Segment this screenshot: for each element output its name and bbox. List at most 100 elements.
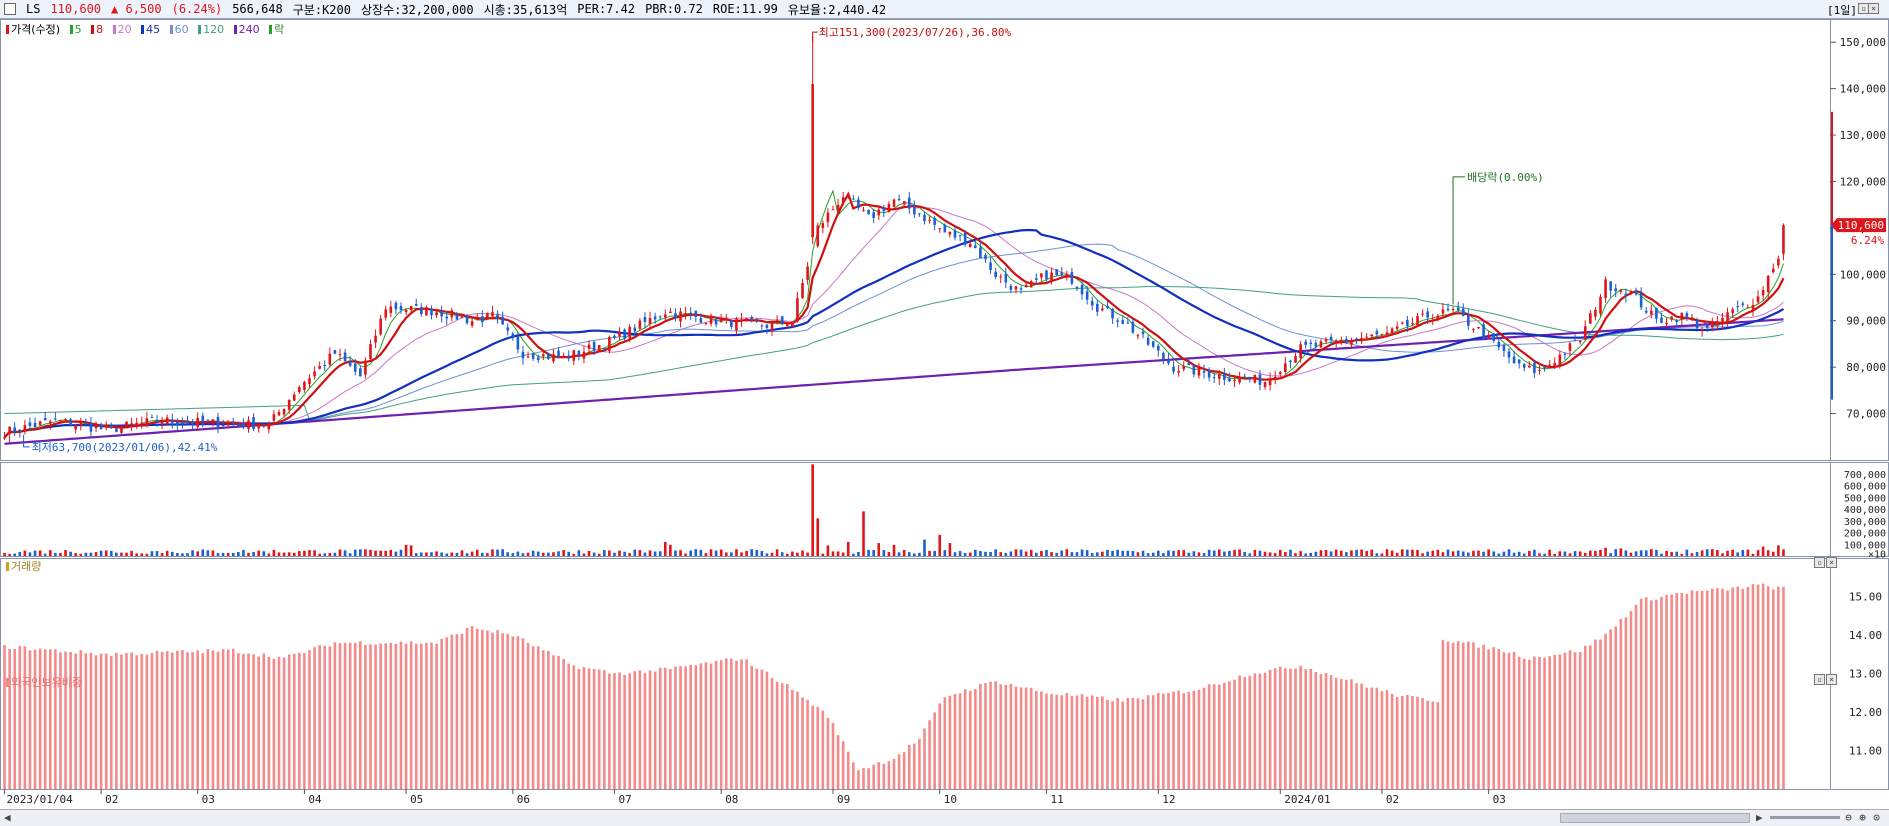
price-candle bbox=[770, 322, 774, 332]
legend-price: 가격(수정) bbox=[11, 23, 61, 36]
price-candle bbox=[1360, 338, 1363, 342]
volume-bar bbox=[1777, 545, 1780, 556]
foreign-ownership-bar bbox=[913, 743, 916, 789]
foreign-panel-minimize-icon[interactable]: ▫ bbox=[1814, 674, 1825, 685]
price-candle bbox=[196, 417, 199, 427]
price-candle bbox=[181, 422, 184, 424]
foreign-ownership-bar bbox=[770, 678, 774, 789]
foreign-ownership-bar bbox=[1482, 644, 1485, 789]
volume-bar bbox=[1070, 552, 1074, 556]
volume-bar bbox=[242, 549, 245, 556]
volume-panel-minimize-icon[interactable]: ▫ bbox=[1814, 557, 1825, 568]
price-candle bbox=[1090, 300, 1094, 306]
volume-bar bbox=[160, 553, 164, 556]
volume-bar bbox=[1548, 549, 1551, 556]
volume-bar bbox=[1106, 549, 1109, 556]
close-icon[interactable]: × bbox=[1868, 3, 1879, 14]
foreign-ownership-bar bbox=[1360, 683, 1363, 789]
foreign-ownership-bar bbox=[547, 650, 550, 789]
price-candle bbox=[470, 321, 474, 326]
foreign-ownership-bar bbox=[282, 657, 286, 789]
legend-ma20: 20 bbox=[117, 23, 132, 36]
foreign-ownership-bar bbox=[674, 666, 677, 789]
price-candle bbox=[343, 352, 347, 362]
price-candle bbox=[1263, 381, 1267, 388]
volume-bar bbox=[1634, 551, 1638, 556]
volume-bar bbox=[1228, 550, 1231, 556]
zoom-out-icon[interactable]: ⊖ bbox=[1845, 811, 1852, 824]
price-candle bbox=[1761, 289, 1765, 296]
price-candle bbox=[1294, 355, 1297, 363]
price-candle bbox=[28, 422, 32, 427]
foreign-ownership-bar bbox=[953, 693, 957, 789]
volume-bar bbox=[221, 552, 225, 556]
zoom-reset-icon[interactable]: ⊙ bbox=[1873, 811, 1880, 824]
price-candle bbox=[409, 306, 413, 311]
foreign-ownership-bar bbox=[821, 710, 825, 789]
volume-bar bbox=[709, 549, 713, 556]
price-candle bbox=[1680, 312, 1684, 320]
volume-bar bbox=[719, 549, 723, 556]
volume-bar bbox=[948, 543, 952, 556]
volume-bar bbox=[1512, 552, 1516, 556]
foreign-ownership-bar bbox=[1187, 691, 1191, 789]
foreign-ownership-bar bbox=[1604, 633, 1607, 789]
volume-bar bbox=[1517, 551, 1521, 556]
scroll-left-icon[interactable]: ◀ bbox=[4, 811, 11, 824]
volume-bar bbox=[1121, 550, 1125, 556]
volume-bar bbox=[806, 552, 809, 556]
volume-bar bbox=[364, 549, 367, 556]
foreign-ownership-bar bbox=[872, 764, 875, 789]
foreign-panel-close-icon[interactable]: × bbox=[1826, 674, 1837, 685]
volume-bar bbox=[1563, 551, 1567, 556]
volume-bar bbox=[135, 553, 138, 556]
price-change: ▲ 6,500 bbox=[111, 2, 162, 16]
volume-bar bbox=[1055, 552, 1058, 556]
price-candle bbox=[1726, 312, 1729, 321]
price-candle bbox=[806, 266, 809, 280]
price-candle bbox=[831, 209, 835, 211]
foreign-ownership-bar bbox=[257, 656, 260, 789]
volume-bar bbox=[1009, 551, 1013, 556]
volume-bar bbox=[526, 552, 530, 556]
select-checkbox[interactable] bbox=[4, 3, 16, 15]
price-candle bbox=[359, 368, 362, 377]
scroll-bar[interactable]: ◀ ▶ ⊖ ⊕ ⊙ bbox=[0, 809, 1889, 826]
volume-bar bbox=[89, 552, 93, 556]
price-candle bbox=[902, 201, 906, 204]
price-tick-label: 130,000 bbox=[1840, 129, 1886, 142]
zoom-in-icon[interactable]: ⊕ bbox=[1859, 811, 1866, 824]
volume-bar bbox=[150, 551, 154, 556]
foreign-ownership-bar bbox=[1050, 694, 1053, 789]
foreign-ownership-bar bbox=[150, 653, 154, 789]
foreign-ownership-bar bbox=[1228, 681, 1231, 789]
volume-bar bbox=[414, 553, 418, 556]
volume-bar bbox=[145, 553, 149, 556]
price-candle bbox=[1131, 321, 1135, 333]
price-candle bbox=[536, 357, 540, 361]
volume-panel-close-icon[interactable]: × bbox=[1826, 557, 1837, 568]
stock-chart[interactable]: 70,00080,00090,000100,000110,000120,0001… bbox=[0, 19, 1889, 809]
scroll-thumb[interactable] bbox=[1560, 813, 1750, 823]
price-candle bbox=[638, 320, 642, 329]
foreign-ownership-bar bbox=[1583, 645, 1587, 789]
x-tick-label: 03 bbox=[1493, 793, 1506, 806]
period-selector[interactable]: [1일] bbox=[1827, 4, 1857, 17]
foreign-ownership-bar bbox=[663, 667, 667, 789]
volume-bar bbox=[750, 549, 753, 556]
price-candle bbox=[775, 319, 779, 321]
foreign-ownership-bar bbox=[841, 741, 845, 789]
price-candle bbox=[608, 336, 611, 351]
zoom-slider[interactable] bbox=[1770, 816, 1840, 819]
volume-tick-label: 100,000 bbox=[1844, 540, 1886, 551]
foreign-ownership-bar bbox=[531, 646, 535, 789]
foreign-ownership-bar bbox=[836, 735, 840, 789]
price-candle bbox=[669, 311, 672, 313]
price-candle bbox=[277, 411, 281, 416]
price-candle bbox=[384, 309, 388, 318]
price-candle bbox=[897, 198, 901, 201]
scroll-right-icon[interactable]: ▶ bbox=[1756, 811, 1763, 824]
volume-bar bbox=[84, 552, 88, 556]
price-candle bbox=[1777, 258, 1780, 266]
volume-bar bbox=[618, 550, 621, 556]
